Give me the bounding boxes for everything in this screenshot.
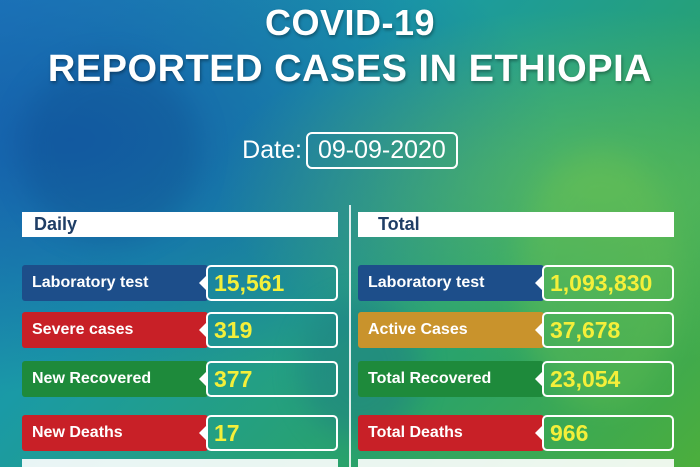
total-active-value: 37,678 xyxy=(542,312,674,348)
pointer-icon xyxy=(199,321,208,339)
daily-recovered-label: New Recovered xyxy=(22,361,208,397)
total-header: Total xyxy=(358,212,674,237)
daily-deaths-label: New Deaths xyxy=(22,415,208,451)
daily-header: Daily xyxy=(22,212,338,237)
pointer-icon xyxy=(199,424,208,442)
title-line-2: REPORTED CASES IN ETHIOPIA xyxy=(47,48,653,90)
daily-severe-label: Severe cases xyxy=(22,312,208,348)
total-deaths-label: Total Deaths xyxy=(358,415,544,451)
pointer-icon xyxy=(199,370,208,388)
pointer-icon xyxy=(199,274,208,292)
title-line-1: COVID-19 xyxy=(264,2,436,43)
total-recovered-value: 23,054 xyxy=(542,361,674,397)
total-active-label: Active Cases xyxy=(358,312,544,348)
daily-recovered-value: 377 xyxy=(206,361,338,397)
date-value: 09-09-2020 xyxy=(305,132,458,169)
date-row: Date: 09-09-2020 xyxy=(0,132,700,169)
background-blob xyxy=(20,60,200,240)
daily-lab-test-label: Laboratory test xyxy=(22,265,208,301)
date-label: Date: xyxy=(242,136,302,164)
total-lab-test-label: Laboratory test xyxy=(358,265,544,301)
total-deaths-value: 966 xyxy=(542,415,674,451)
pointer-icon xyxy=(535,370,544,388)
pointer-icon xyxy=(535,424,544,442)
daily-deaths-value: 17 xyxy=(206,415,338,451)
pointer-icon xyxy=(535,321,544,339)
total-lab-test-value: 1,093,830 xyxy=(542,265,674,301)
footer-bar-right xyxy=(358,459,674,467)
background-blob xyxy=(520,150,680,410)
daily-severe-value: 319 xyxy=(206,312,338,348)
footer-bar-left xyxy=(22,459,338,467)
column-divider xyxy=(349,205,351,467)
daily-lab-test-value: 15,561 xyxy=(206,265,338,301)
total-recovered-label: Total Recovered xyxy=(358,361,544,397)
pointer-icon xyxy=(535,274,544,292)
